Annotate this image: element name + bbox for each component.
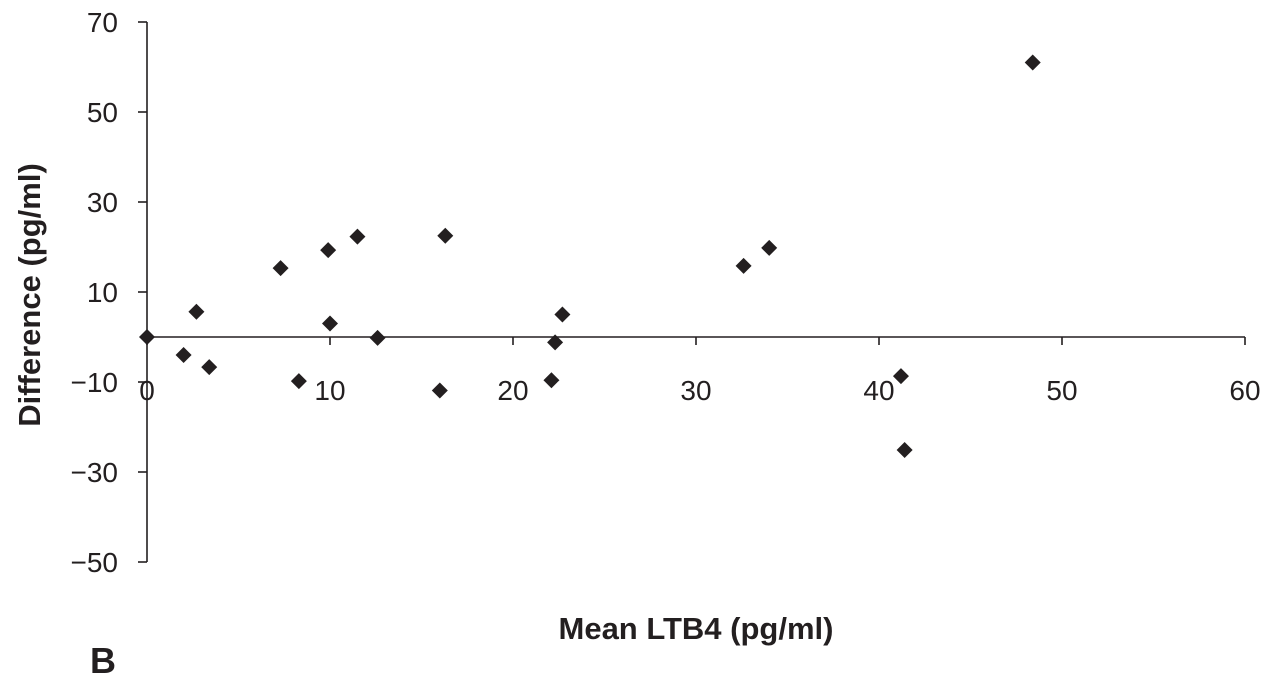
data-point xyxy=(188,303,205,320)
data-point xyxy=(431,382,448,399)
x-tick-label: 40 xyxy=(863,375,894,406)
data-point xyxy=(322,315,338,332)
data-point xyxy=(272,260,289,277)
axes xyxy=(146,22,1245,562)
data-points xyxy=(139,54,1041,458)
data-point xyxy=(320,242,337,259)
data-point xyxy=(201,359,218,376)
y-tick-label: 70 xyxy=(87,7,118,38)
x-tick-label: 60 xyxy=(1229,375,1260,406)
y-axis-title: Difference (pg/ml) xyxy=(12,163,47,427)
data-point xyxy=(1024,54,1041,71)
y-tick-label: 30 xyxy=(87,187,118,218)
x-tick-label: 50 xyxy=(1046,375,1077,406)
data-point xyxy=(290,373,307,390)
x-tick-label: 0 xyxy=(139,375,155,406)
y-tick-label: −10 xyxy=(71,367,119,398)
data-point xyxy=(735,257,752,274)
data-point xyxy=(892,368,909,385)
data-point xyxy=(547,334,564,351)
y-tick-label: 10 xyxy=(87,277,118,308)
data-point xyxy=(369,329,386,346)
data-point xyxy=(543,372,560,389)
data-point xyxy=(139,329,155,345)
data-point xyxy=(349,228,366,245)
x-tick-label: 10 xyxy=(314,375,345,406)
x-tick-label: 20 xyxy=(497,375,528,406)
data-point xyxy=(761,239,778,256)
y-tick-label: 50 xyxy=(87,97,118,128)
data-point xyxy=(896,441,913,458)
x-axis-ticks: 0 10 20 30 40 50 60 xyxy=(139,337,1261,406)
data-point xyxy=(175,347,192,363)
data-point xyxy=(437,227,454,244)
data-point xyxy=(554,306,571,323)
x-tick-label: 30 xyxy=(680,375,711,406)
y-tick-label: −30 xyxy=(71,457,119,488)
x-axis-title: Mean LTB4 (pg/ml) xyxy=(559,611,834,646)
panel-label: B xyxy=(90,640,116,677)
y-tick-label: −50 xyxy=(71,547,119,578)
y-axis-ticks: −50 −30 −10 10 30 50 70 xyxy=(71,7,147,578)
